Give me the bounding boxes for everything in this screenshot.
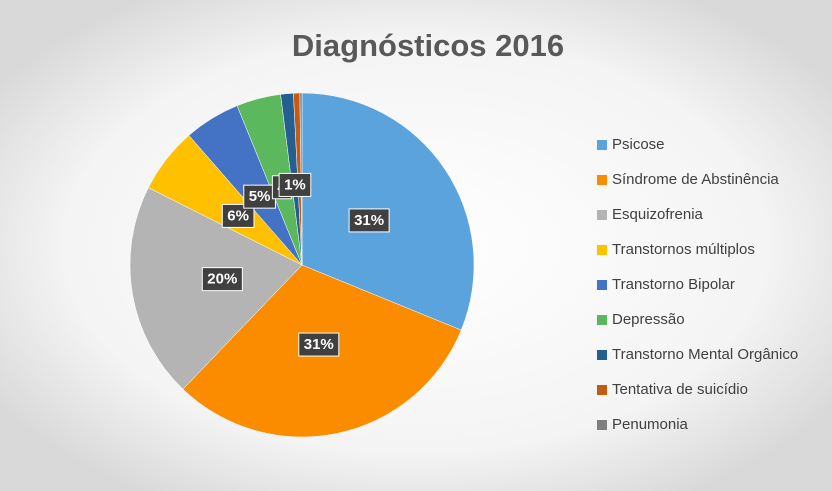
legend-label: Síndrome de Abstinência — [612, 171, 779, 188]
legend-swatch — [597, 350, 607, 360]
data-label: 31% — [304, 336, 334, 353]
legend-label: Psicose — [612, 136, 665, 153]
data-label-box — [278, 172, 312, 197]
legend-swatch — [597, 210, 607, 220]
data-label-box — [298, 332, 340, 357]
legend-label: Esquizofrenia — [612, 206, 704, 223]
legend-label: Depressão — [612, 311, 685, 328]
data-label-box — [201, 267, 243, 292]
data-label: 5% — [249, 188, 271, 205]
chart-title: Diagnósticos 2016 — [292, 28, 564, 63]
legend-label: Transtorno Bipolar — [612, 276, 735, 293]
legend-swatch — [597, 245, 607, 255]
data-label: 1% — [284, 176, 306, 193]
legend-swatch — [597, 385, 607, 395]
legend-label: Transtorno Mental Orgânico — [612, 346, 798, 363]
data-label: 31% — [354, 212, 384, 229]
legend-swatch — [597, 280, 607, 290]
data-label-box — [348, 208, 390, 233]
data-label: 20% — [207, 271, 237, 288]
data-label: 6% — [227, 207, 249, 224]
legend-label: Transtornos múltiplos — [612, 241, 755, 258]
legend-swatch — [597, 175, 607, 185]
legend-label: Penumonia — [612, 416, 689, 433]
legend-swatch — [597, 140, 607, 150]
legend-swatch — [597, 315, 607, 325]
legend-label: Tentativa de suicídio — [612, 381, 748, 398]
data-label-box — [221, 203, 255, 228]
legend-swatch — [597, 420, 607, 430]
